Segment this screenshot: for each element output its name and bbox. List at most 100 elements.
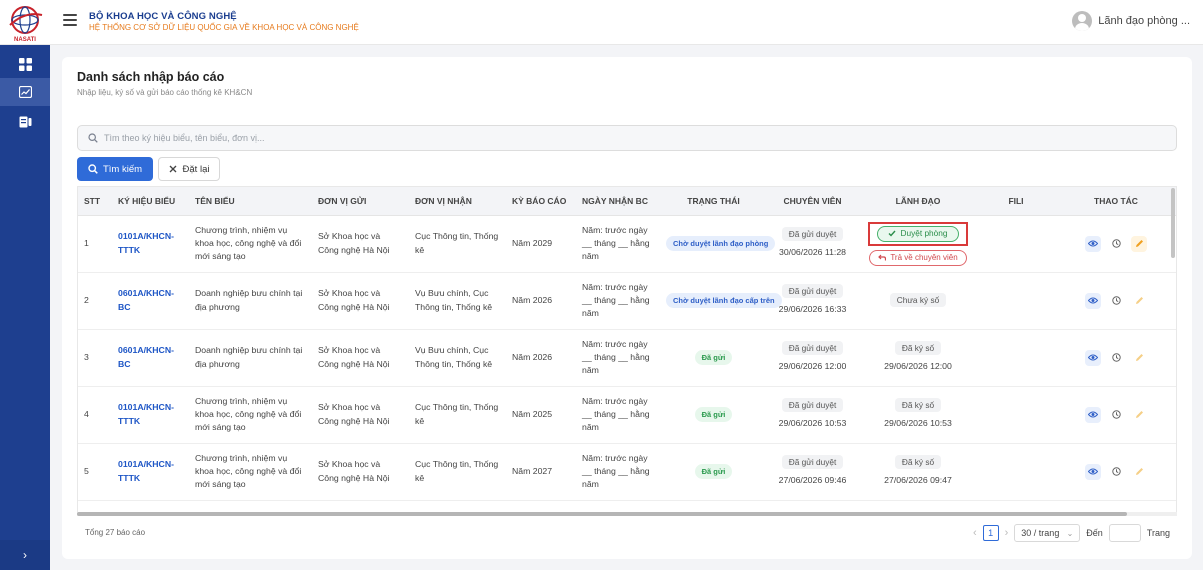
approve-button-label: Duyệt phòng [900, 228, 948, 239]
col-header: CHUYÊN VIÊN [767, 187, 858, 216]
specialist-status: Đã gửi duyệt [781, 455, 844, 470]
eye-icon [1088, 468, 1098, 475]
edit-button[interactable] [1131, 349, 1147, 366]
cell-name: Doanh nghiệp bưu chính tại địa phương [189, 272, 312, 330]
specialist-status: Đã gửi duyệt [781, 341, 844, 356]
leader-date: 27/06/2026 09:47 [884, 474, 952, 485]
table-row: 3 0601A/KHCN-BC Doanh nghiệp bưu chính t… [78, 329, 1176, 387]
search-icon [88, 164, 98, 174]
horizontal-scrollbar[interactable] [77, 512, 1177, 516]
reset-button-label: Đặt lại [182, 163, 210, 175]
return-button[interactable]: Trả về chuyên viên [869, 249, 967, 266]
history-button[interactable] [1108, 349, 1124, 366]
cell-sender: Sở Khoa học và Công nghệ Hà Nội [312, 443, 409, 501]
edit-button[interactable] [1131, 235, 1147, 252]
sidebar-item-reports[interactable] [0, 78, 50, 106]
cell-receiver: Cục Thông tin, Thống kê [409, 443, 506, 501]
page-number[interactable]: 1 [982, 525, 999, 541]
cell-period: Năm 2026 [506, 272, 576, 330]
report-list-card: Danh sách nhập báo cáo Nhập liệu, ký số … [62, 57, 1192, 559]
report-table: STT KÝ HIỆU BIỂU TÊN BIỂU ĐƠN VỊ GỬI ĐƠN… [77, 186, 1177, 514]
report-code-link[interactable]: 0101A/KHCN-TTTK [118, 231, 175, 255]
chevron-down-icon: ⌄ [1066, 528, 1074, 538]
reset-button[interactable]: Đặt lại [158, 157, 220, 181]
table-header-row: STT KÝ HIỆU BIỂU TÊN BIỂU ĐƠN VỊ GỬI ĐƠN… [78, 187, 1176, 216]
specialist-date: 29/06/2026 10:53 [778, 417, 847, 428]
cell-receiver: Vụ Bưu chính, Cục Thông tin, Thống kê [409, 272, 506, 330]
check-icon [888, 230, 896, 237]
view-button[interactable] [1085, 349, 1101, 366]
history-button[interactable] [1108, 463, 1124, 480]
approve-button[interactable]: Duyệt phòng [877, 225, 959, 242]
view-button[interactable] [1085, 463, 1101, 480]
status-badge: Chờ duyệt lãnh đạo cấp trên [666, 292, 782, 309]
cell-name: Chương trình, nhiệm vụ khoa học, công ng… [189, 215, 312, 273]
sidebar-item-documents[interactable] [0, 108, 50, 136]
report-code-link[interactable]: 0601A/KHCN-BC [118, 288, 175, 312]
grid-icon [18, 57, 32, 71]
specialist-date: 29/06/2026 16:33 [778, 303, 847, 314]
total-count: Tổng 27 báo cáo [85, 528, 146, 537]
cell-name: Chương trình, nhiệm vụ khoa học, công ng… [189, 386, 312, 444]
goto-page-input[interactable] [1108, 524, 1141, 542]
brand-subtitle: HỆ THỐNG CƠ SỞ DỮ LIỆU QUỐC GIA VỀ KHOA … [89, 23, 359, 32]
status-badge: Chờ duyệt lãnh đạo phòng [666, 235, 776, 252]
eye-icon [1088, 411, 1098, 418]
search-button[interactable]: Tìm kiếm [77, 157, 153, 181]
close-icon [169, 165, 176, 173]
top-header: NASATI BỘ KHOA HỌC VÀ CÔNG NGHỆ HỆ THỐNG… [0, 0, 1203, 45]
highlight-box: Duyệt phòng [868, 221, 968, 246]
cell-stt: 3 [78, 329, 112, 387]
edit-button[interactable] [1131, 406, 1147, 423]
view-button[interactable] [1085, 292, 1101, 309]
status-badge: Đã gửi [694, 463, 733, 480]
eye-icon [1088, 354, 1098, 361]
vertical-scrollbar[interactable] [1171, 188, 1175, 258]
table-row: 5 0101A/KHCN-TTTK Chương trình, nhiệm vụ… [78, 443, 1176, 501]
page-size-select[interactable]: 30 / trang ⌄ [1014, 524, 1081, 542]
search-box[interactable] [77, 125, 1177, 151]
edit-button[interactable] [1131, 463, 1147, 480]
report-code-link[interactable]: 0601A/KHCN-BC [118, 345, 175, 369]
prev-page-icon[interactable]: ‹ [972, 527, 977, 539]
specialist-status: Đã gửi duyệt [781, 284, 844, 299]
page-title: Danh sách nhập báo cáo [77, 70, 225, 84]
col-header: THAO TÁC [1054, 187, 1176, 216]
eye-icon [1088, 240, 1098, 247]
next-page-icon[interactable]: › [1004, 527, 1009, 539]
cell-received: Năm: trước ngày __ tháng __ hằng năm [576, 272, 660, 330]
cell-received: Năm: trước ngày __ tháng __ hằng năm [576, 443, 660, 501]
cell-stt: 4 [78, 386, 112, 444]
menu-toggle-icon[interactable] [63, 14, 77, 28]
cell-period: Năm 2027 [506, 443, 576, 501]
cell-name: Chương trình, nhiệm vụ khoa học, công ng… [189, 443, 312, 501]
return-button-label: Trả về chuyên viên [890, 252, 958, 262]
chevron-right-icon: › [23, 548, 27, 562]
report-code-link[interactable]: 0101A/KHCN-TTTK [118, 459, 175, 483]
cell-receiver: Vụ Bưu chính, Cục Thông tin, Thống kê [409, 329, 506, 387]
user-menu[interactable]: Lãnh đạo phòng ... [1072, 11, 1190, 31]
pencil-icon [1135, 297, 1143, 304]
view-button[interactable] [1085, 406, 1101, 423]
col-header: ĐƠN VỊ GỬI [312, 187, 409, 216]
history-button[interactable] [1108, 292, 1124, 309]
edit-button[interactable] [1131, 292, 1147, 309]
cell-received: Năm: trước ngày __ tháng __ hằng năm [576, 215, 660, 273]
sidebar-expand-button[interactable]: › [0, 540, 50, 570]
history-button[interactable] [1108, 406, 1124, 423]
chart-icon [18, 86, 32, 98]
col-header: FILI [978, 187, 1054, 216]
history-button[interactable] [1108, 235, 1124, 252]
page-size-value: 30 / trang [1021, 528, 1060, 538]
cell-sender: Sở Khoa học và Công nghệ Hà Nội [312, 386, 409, 444]
status-badge: Đã gửi [694, 349, 733, 366]
col-header: LÃNH ĐẠO [858, 187, 978, 216]
cell-received: Năm: trước ngày __ tháng __ hằng năm [576, 329, 660, 387]
report-code-link[interactable]: 0101A/KHCN-TTTK [118, 402, 175, 426]
clock-icon [1111, 239, 1121, 248]
search-input[interactable] [104, 133, 1104, 143]
view-button[interactable] [1085, 235, 1101, 252]
sidebar-item-dashboard[interactable] [0, 50, 50, 78]
cell-period: Năm 2025 [506, 386, 576, 444]
leader-status: Chưa ký số [889, 292, 947, 307]
